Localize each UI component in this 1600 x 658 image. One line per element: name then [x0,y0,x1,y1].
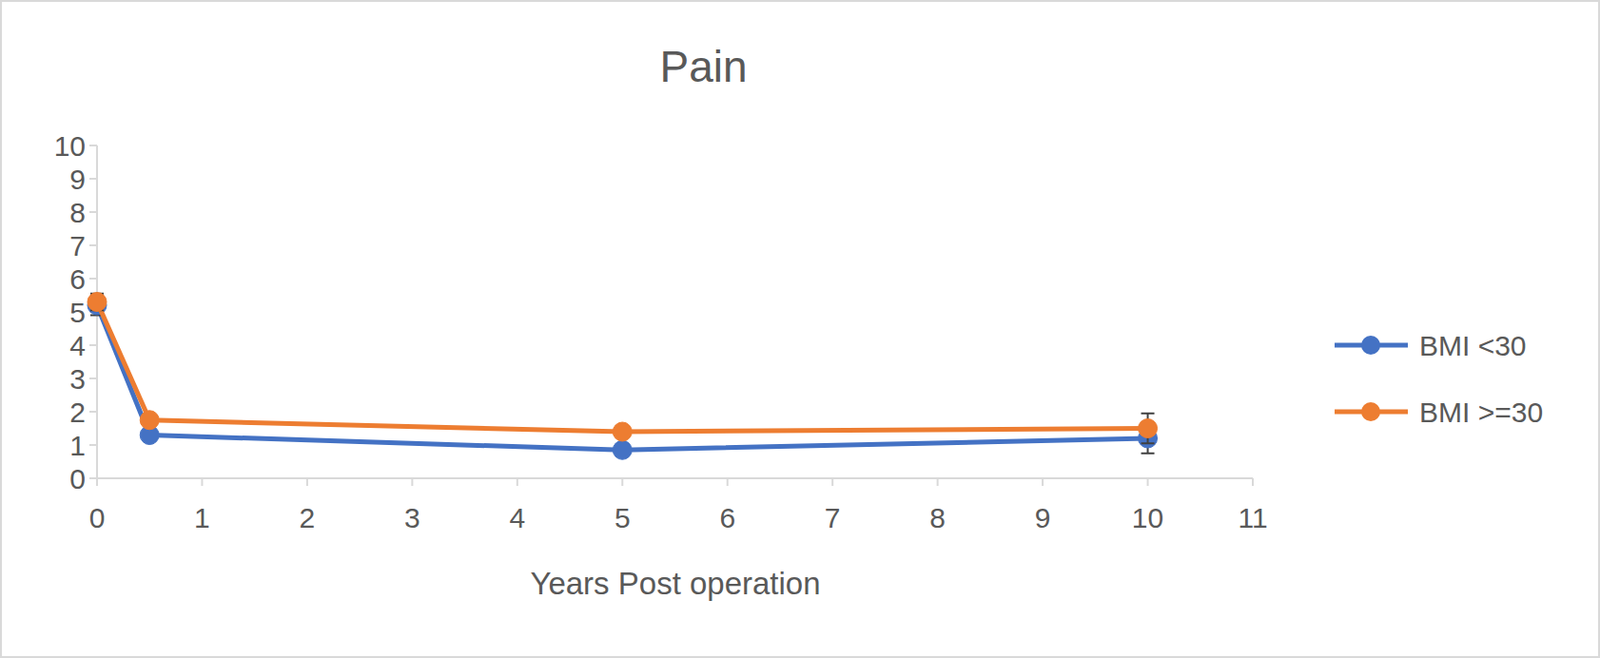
data-point [1138,419,1158,439]
legend-label: BMI >=30 [1419,396,1543,429]
x-tick [1147,478,1150,487]
x-axis [97,477,1253,480]
x-tick [410,478,413,487]
error-bar-cap [1141,452,1155,455]
y-tick [89,444,98,447]
chart: Pain01234567891001234567891011Years Post… [0,0,1600,658]
y-tick-label: 8 [69,196,86,229]
x-tick [831,478,834,487]
legend-marker [1361,335,1381,355]
x-tick [1251,478,1254,487]
legend-entry: BMI <30 [1334,330,1527,362]
x-tick [516,478,519,487]
y-tick [89,344,98,347]
y-tick [89,177,98,180]
x-tick-label: 9 [1034,502,1052,534]
x-tick [306,478,309,487]
y-tick [89,144,98,147]
y-tick [89,477,98,480]
x-tick [726,478,729,487]
legend-label: BMI <30 [1419,330,1527,362]
data-point [612,440,632,460]
x-tick-label: 10 [1131,502,1164,534]
y-tick-label: 0 [69,463,86,495]
y-tick [89,410,98,413]
data-point [612,422,632,442]
y-tick [89,244,98,247]
x-tick [96,478,98,487]
plot-area [87,292,1158,461]
y-tick-label: 9 [69,163,86,196]
x-tick-label: 3 [404,502,421,534]
x-tick [200,478,203,487]
data-point [139,410,159,430]
legend-marker [1361,402,1381,422]
x-tick-label: 1 [194,502,211,534]
y-tick-label: 6 [69,263,86,295]
y-tick [89,277,98,280]
error-bar-cap [1141,412,1155,415]
x-tick-label: 8 [929,502,946,534]
y-tick [89,211,98,214]
x-tick-label: 4 [508,502,526,534]
x-axis-label: Years Post operation [529,565,820,602]
y-tick-label: 7 [69,230,86,262]
chart-frame [0,0,1600,658]
y-tick [89,377,98,380]
data-point [87,292,107,313]
legend-entry: BMI >=30 [1334,396,1543,429]
x-tick-label: 11 [1237,502,1268,534]
x-tick-label: 6 [719,502,736,534]
x-tick-label: 7 [824,502,841,534]
error-bar-cap [1141,442,1155,445]
y-tick-label: 4 [69,330,86,362]
y-tick-label: 2 [69,396,86,429]
title: Pain [659,41,747,92]
x-tick-label: 0 [89,502,106,534]
x-tick-label: 2 [299,502,316,534]
y-tick-label: 10 [54,130,86,162]
y-tick-label: 3 [69,363,86,395]
x-tick-label: 5 [614,502,631,534]
x-tick [936,478,939,487]
x-tick [621,478,624,487]
series-line [97,302,1149,433]
x-tick [1041,478,1044,487]
y-tick-label: 5 [69,296,86,329]
y-tick-label: 1 [69,429,86,462]
